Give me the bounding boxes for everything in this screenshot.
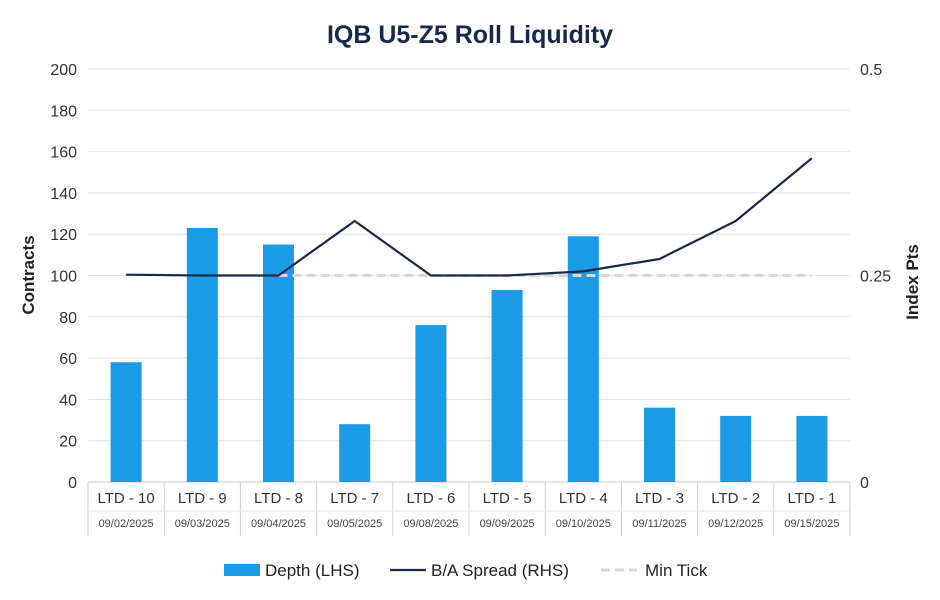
- legend-label-depth: Depth (LHS): [265, 561, 359, 580]
- category-date-label: 09/05/2025: [327, 518, 382, 530]
- left-tick-label: 80: [59, 310, 77, 327]
- depth-bar: [644, 407, 675, 482]
- category-date-label: 09/03/2025: [175, 518, 230, 530]
- category-date-label: 09/08/2025: [403, 518, 458, 530]
- category-label: LTD - 7: [330, 490, 379, 507]
- left-tick-label: 60: [59, 351, 77, 368]
- category-label: LTD - 3: [635, 490, 684, 507]
- left-tick-label: 180: [50, 103, 77, 120]
- category-date-label: 09/02/2025: [99, 518, 154, 530]
- category-label: LTD - 9: [178, 490, 227, 507]
- depth-bar: [720, 415, 752, 482]
- chart-title: IQB U5-Z5 Roll Liquidity: [327, 21, 613, 49]
- category-label: LTD - 6: [406, 490, 455, 507]
- left-tick-label: 120: [50, 227, 77, 244]
- category-date-label: 09/12/2025: [708, 518, 763, 530]
- left-tick-label: 140: [50, 186, 77, 203]
- category-label: LTD - 2: [711, 490, 760, 507]
- legend-swatch-depth: [224, 564, 260, 576]
- spread-line: [126, 157, 813, 277]
- spread-series: [126, 157, 813, 277]
- category-label: LTD - 1: [787, 490, 836, 507]
- depth-bars: [110, 228, 828, 482]
- right-tick-label: 0.5: [860, 62, 882, 79]
- left-tick-label: 200: [50, 62, 77, 79]
- left-axis-ticks: 0 20 40 60 80 100 120 140 160 180 200: [50, 62, 77, 492]
- left-tick-label: 20: [59, 434, 77, 451]
- category-axis: LTD - 10 09/02/2025 LTD - 9 09/03/2025 LTD -…: [87, 482, 851, 536]
- right-tick-label: 0.25: [860, 269, 891, 286]
- legend: Depth (LHS) B/A Spread (RHS) Min Tick: [224, 561, 708, 580]
- depth-bar: [110, 362, 142, 482]
- category-date-label: 09/09/2025: [480, 518, 535, 530]
- left-tick-label: 160: [50, 145, 77, 162]
- left-tick-label: 100: [50, 269, 77, 286]
- legend-label-min-tick: Min Tick: [645, 561, 708, 580]
- left-tick-label: 0: [68, 475, 77, 492]
- legend-label-spread: B/A Spread (RHS): [431, 561, 569, 580]
- category-date-label: 09/10/2025: [556, 518, 611, 530]
- right-axis-label: Index Pts: [903, 244, 922, 320]
- category-label: LTD - 8: [254, 490, 303, 507]
- category-label: LTD - 5: [483, 490, 532, 507]
- depth-bar: [796, 415, 828, 482]
- depth-bar: [567, 236, 599, 482]
- depth-bar: [186, 228, 218, 482]
- category-label: LTD - 10: [97, 490, 154, 507]
- depth-bar: [491, 289, 523, 482]
- depth-bar: [415, 325, 447, 482]
- right-axis-ticks: 0 0.25 0.5: [860, 62, 891, 492]
- category-label: LTD - 4: [559, 490, 608, 507]
- depth-bar: [263, 244, 294, 482]
- right-tick-label: 0: [860, 475, 869, 492]
- left-tick-label: 40: [59, 392, 77, 409]
- depth-bar: [339, 424, 371, 482]
- category-date-label: 09/04/2025: [251, 518, 306, 530]
- category-date-label: 09/15/2025: [784, 518, 839, 530]
- left-axis-label: Contracts: [19, 235, 38, 314]
- category-date-label: 09/11/2025: [632, 518, 686, 530]
